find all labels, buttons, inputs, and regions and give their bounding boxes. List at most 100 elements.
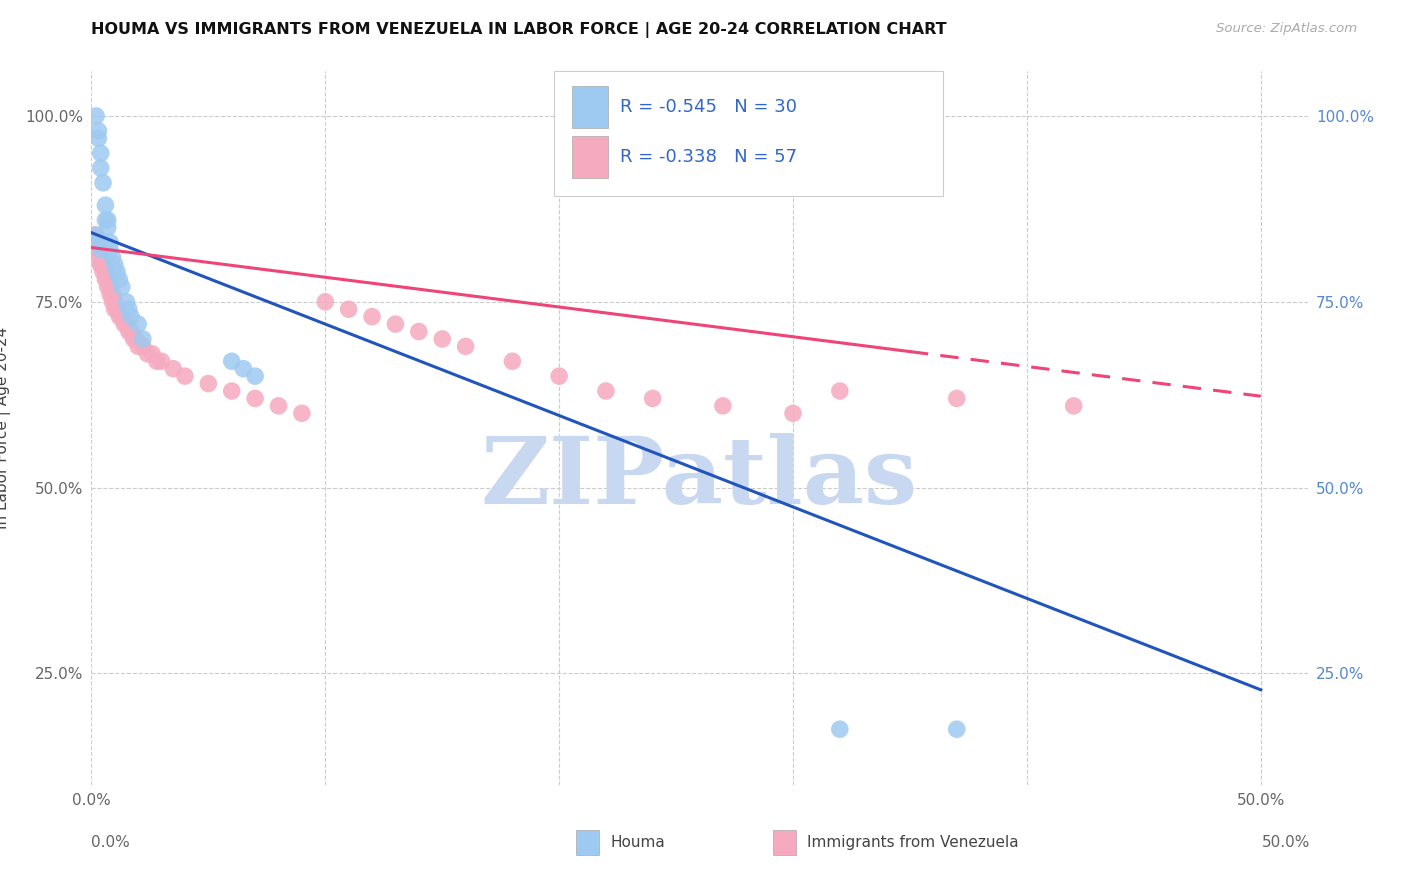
Point xyxy=(94,198,117,212)
FancyBboxPatch shape xyxy=(576,830,599,855)
Point xyxy=(408,325,430,339)
Point xyxy=(132,332,155,346)
Point xyxy=(641,392,664,406)
Point xyxy=(90,258,112,272)
Point xyxy=(91,265,114,279)
Point xyxy=(221,384,243,398)
Point xyxy=(221,354,243,368)
Point xyxy=(108,310,131,324)
Point xyxy=(120,310,142,324)
Point xyxy=(314,294,336,309)
Text: Houma: Houma xyxy=(610,836,665,850)
Point xyxy=(146,354,169,368)
Point xyxy=(83,227,105,242)
Point xyxy=(84,243,107,257)
Point xyxy=(104,302,127,317)
FancyBboxPatch shape xyxy=(572,86,609,128)
Point xyxy=(91,258,114,272)
Point xyxy=(828,384,851,398)
Point xyxy=(337,302,360,317)
Point xyxy=(105,302,128,317)
Point xyxy=(125,332,148,346)
Point xyxy=(595,384,617,398)
Point xyxy=(97,220,120,235)
Point xyxy=(711,399,734,413)
Point xyxy=(120,325,142,339)
Text: R = -0.338   N = 57: R = -0.338 N = 57 xyxy=(620,148,797,166)
Point xyxy=(104,294,127,309)
Point xyxy=(291,406,314,420)
Point xyxy=(101,287,124,301)
Point xyxy=(104,258,127,272)
Point xyxy=(267,399,290,413)
Point xyxy=(108,272,131,286)
Text: Source: ZipAtlas.com: Source: ZipAtlas.com xyxy=(1216,22,1357,36)
Point xyxy=(91,176,114,190)
Point xyxy=(945,392,967,406)
Point xyxy=(87,243,110,257)
Point xyxy=(111,310,134,324)
Point xyxy=(141,347,163,361)
Text: 50.0%: 50.0% xyxy=(1263,836,1310,850)
Point xyxy=(232,361,254,376)
Point xyxy=(97,280,120,294)
Y-axis label: In Labor Force | Age 20-24: In Labor Force | Age 20-24 xyxy=(0,327,11,529)
Point xyxy=(782,406,804,420)
Point xyxy=(87,235,110,250)
Point xyxy=(87,124,110,138)
Point xyxy=(115,294,138,309)
Point xyxy=(136,347,159,361)
Point xyxy=(84,235,107,250)
Point xyxy=(90,161,112,175)
Point xyxy=(94,213,117,227)
Text: HOUMA VS IMMIGRANTS FROM VENEZUELA IN LABOR FORCE | AGE 20-24 CORRELATION CHART: HOUMA VS IMMIGRANTS FROM VENEZUELA IN LA… xyxy=(91,22,948,38)
Text: Immigrants from Venezuela: Immigrants from Venezuela xyxy=(807,836,1019,850)
Point xyxy=(87,250,110,264)
Text: R = -0.545   N = 30: R = -0.545 N = 30 xyxy=(620,98,797,116)
Point xyxy=(118,325,141,339)
Point xyxy=(101,250,124,264)
Point xyxy=(84,109,107,123)
Point xyxy=(98,287,121,301)
Point xyxy=(432,332,454,346)
Point xyxy=(243,392,266,406)
Point xyxy=(122,332,145,346)
Point xyxy=(548,369,571,384)
Point xyxy=(1063,399,1085,413)
Point xyxy=(87,131,110,145)
Point xyxy=(197,376,219,391)
Point xyxy=(97,272,120,286)
Point xyxy=(162,361,184,376)
FancyBboxPatch shape xyxy=(572,136,609,178)
Point xyxy=(97,213,120,227)
Point xyxy=(90,243,112,257)
Point xyxy=(98,280,121,294)
Point xyxy=(384,317,406,331)
Point xyxy=(127,317,149,331)
Point xyxy=(111,280,134,294)
Point xyxy=(828,723,851,737)
Point xyxy=(112,317,135,331)
Point xyxy=(501,354,523,368)
Point xyxy=(127,339,149,353)
Point xyxy=(454,339,477,353)
Point xyxy=(98,235,121,250)
Point xyxy=(243,369,266,384)
Text: 0.0%: 0.0% xyxy=(91,836,131,850)
Point xyxy=(115,317,138,331)
Point xyxy=(132,339,155,353)
Point xyxy=(150,354,173,368)
Point xyxy=(945,723,967,737)
Point xyxy=(94,272,117,286)
Point xyxy=(90,258,112,272)
Point xyxy=(98,243,121,257)
Point xyxy=(361,310,384,324)
Text: ZIPatlas: ZIPatlas xyxy=(481,434,918,523)
Point xyxy=(174,369,197,384)
Point xyxy=(118,302,141,317)
Point xyxy=(101,294,124,309)
Point xyxy=(94,265,117,279)
Point xyxy=(84,227,107,242)
Point xyxy=(90,146,112,161)
FancyBboxPatch shape xyxy=(773,830,796,855)
